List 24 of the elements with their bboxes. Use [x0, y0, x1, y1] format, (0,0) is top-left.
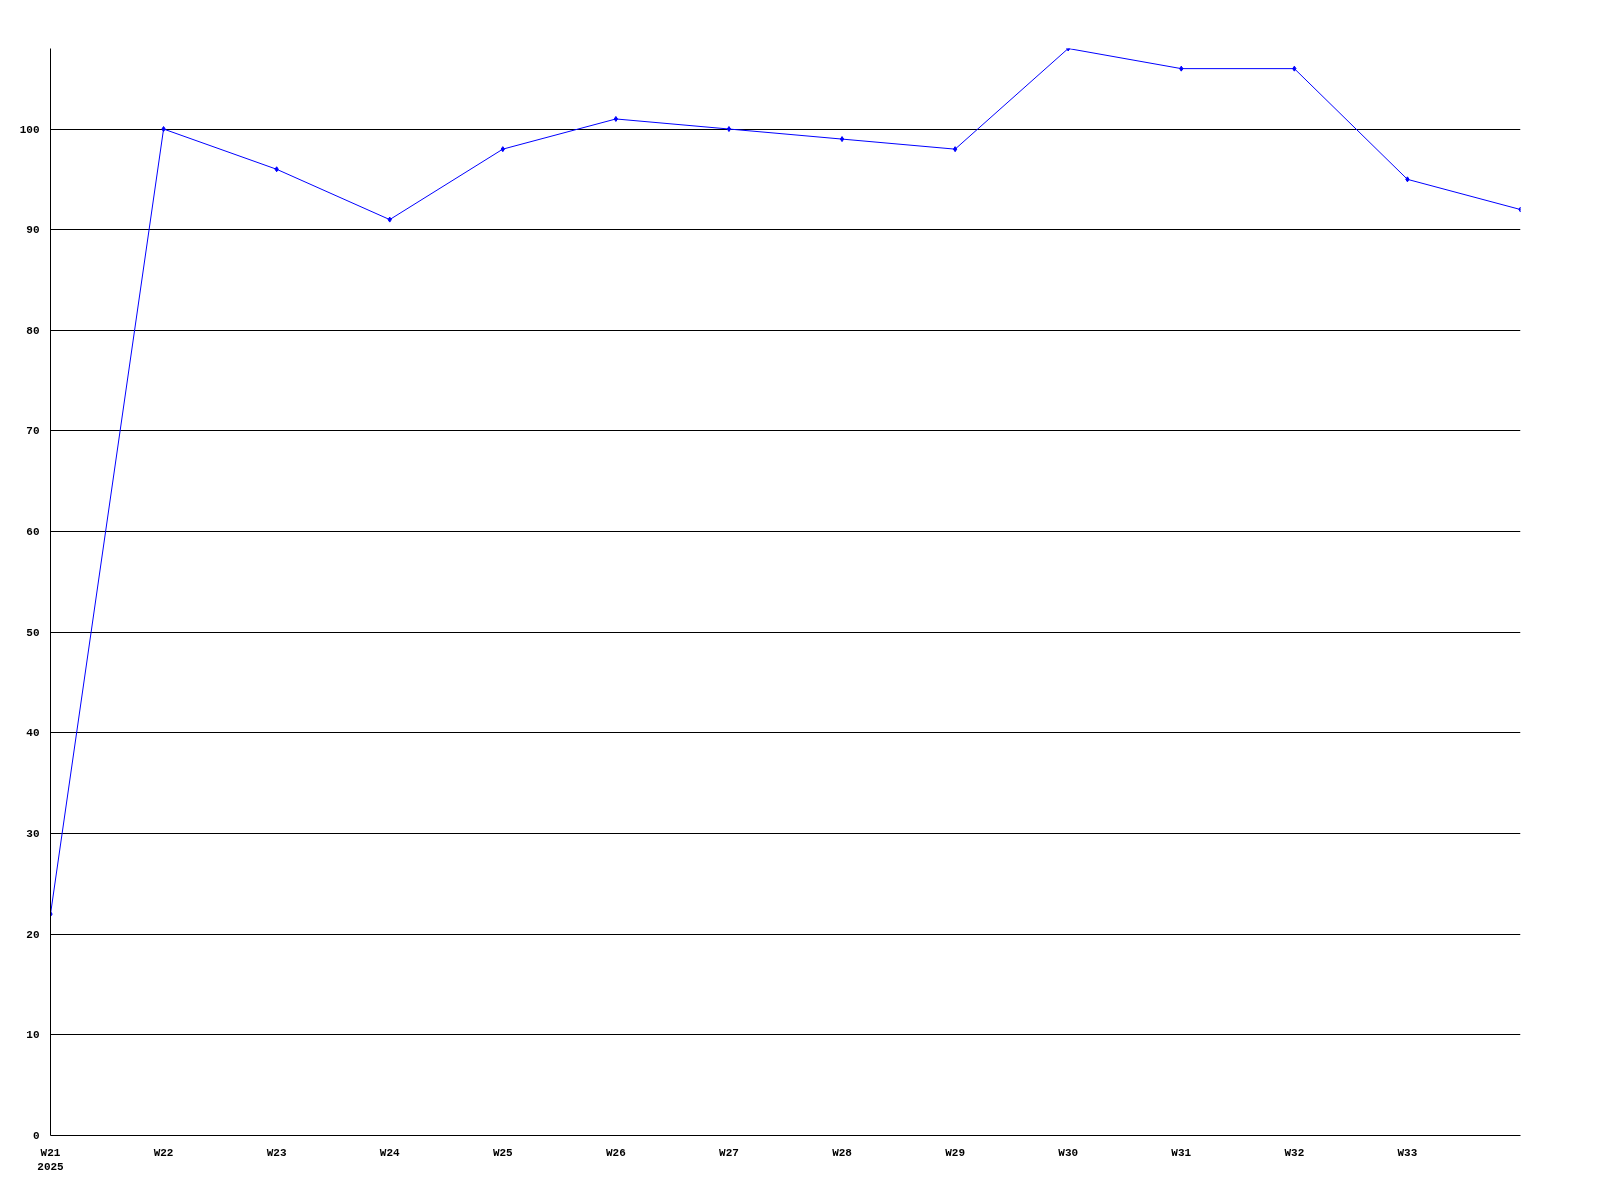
y-tick-label: 60	[26, 526, 40, 539]
y-tick-label: 70	[26, 425, 40, 438]
y-tick-label: 20	[26, 928, 40, 941]
x-tick-label: W24	[379, 1146, 401, 1159]
y-tick-label: 30	[26, 828, 40, 841]
y-tick-label: 100	[19, 123, 40, 136]
y-tick-label: 40	[26, 727, 40, 740]
x-tick-label: W28	[832, 1146, 853, 1159]
y-tick-label: 90	[26, 224, 40, 237]
x-tick-label: W21 2025	[37, 1146, 65, 1173]
x-tick-label: W30	[1058, 1146, 1079, 1159]
x-tick-label: W32	[1284, 1146, 1305, 1159]
x-tick-label: W25	[492, 1146, 514, 1159]
x-tick-label: W23	[266, 1146, 287, 1159]
x-tick-label: W27	[719, 1146, 739, 1159]
x-tick-label: W31	[1171, 1146, 1192, 1159]
y-tick-label: 80	[26, 324, 40, 337]
y-tick-label: 10	[26, 1029, 40, 1042]
y-tick-label: 0	[32, 1130, 40, 1142]
x-tick-label: W22	[153, 1146, 174, 1159]
x-tick-label: W33	[1397, 1146, 1418, 1159]
x-tick-label: W26	[605, 1146, 626, 1159]
x-tick-label: W29	[945, 1146, 966, 1159]
y-tick-label: 50	[26, 626, 40, 639]
